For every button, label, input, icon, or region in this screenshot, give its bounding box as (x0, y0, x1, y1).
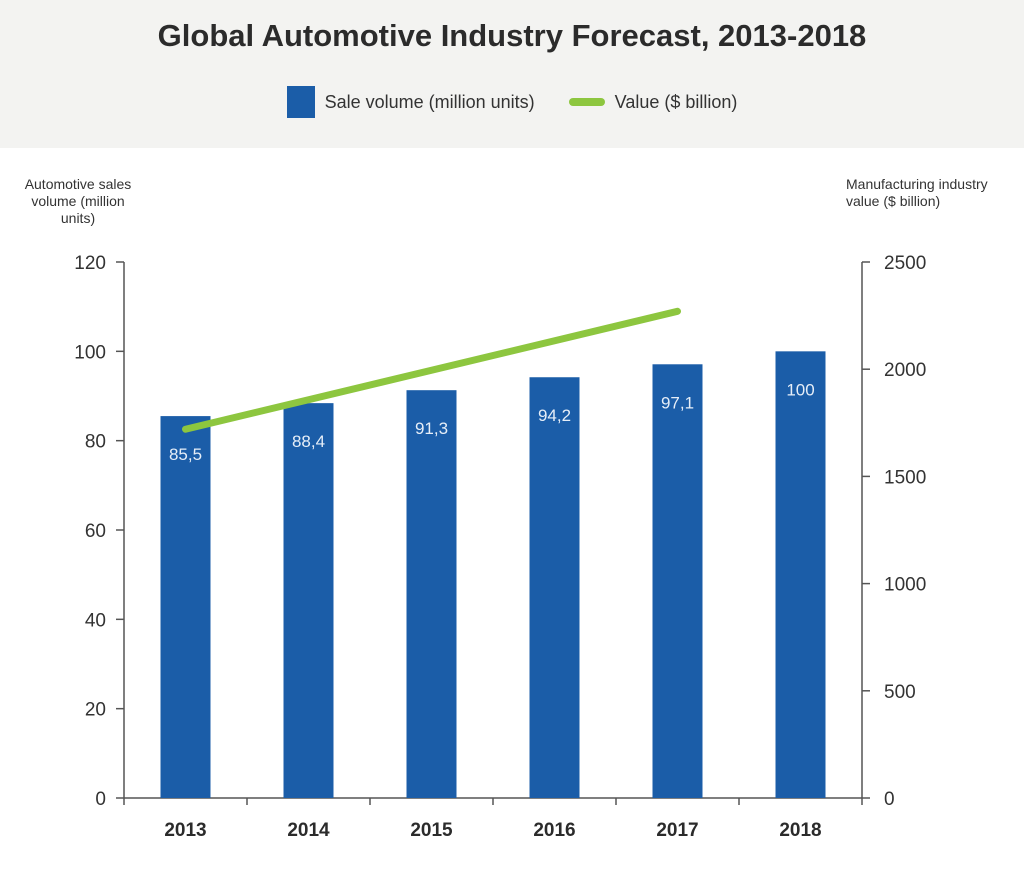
bar-data-label: 88,4 (292, 432, 325, 451)
right-axis-tick-label: 0 (884, 789, 895, 810)
bar-2017 (652, 364, 703, 798)
right-axis-tick-label: 2500 (884, 253, 926, 274)
bar-2016 (529, 377, 580, 798)
chart-title: Global Automotive Industry Forecast, 201… (157, 18, 867, 53)
bar-2014 (283, 403, 334, 798)
right-axis-tick-label: 2000 (884, 360, 926, 381)
legend-swatch-bar (286, 86, 315, 118)
legend-label-sale-volume: Sale volume (million units) (324, 91, 535, 112)
right-axis-tick-label: 1500 (884, 467, 926, 488)
value-line (182, 307, 681, 433)
bar-data-label: 91,3 (415, 419, 448, 438)
right-axis-tick-label: 500 (884, 682, 916, 703)
x-tick-label: 2017 (656, 820, 698, 841)
legend-swatch-line (568, 98, 605, 106)
x-tick-label: 2014 (287, 820, 330, 841)
legend-item-sale-volume: Sale volume (million units) (286, 86, 535, 118)
x-tick-label: 2016 (533, 820, 575, 841)
legend: Sale volume (million units) Value ($ bil… (0, 86, 1024, 118)
bar-2015 (406, 390, 457, 798)
header-band (0, 0, 1024, 148)
bar-2013 (160, 416, 211, 798)
left-axis-tick-label: 40 (85, 610, 106, 631)
left-axis-title: Automotive sales volume (million units) (24, 176, 132, 226)
left-axis-tick-label: 100 (74, 342, 106, 363)
bar-data-label: 97,1 (661, 393, 694, 412)
left-axis-tick-label: 120 (74, 253, 106, 274)
bar-data-label: 94,2 (538, 406, 571, 425)
legend-label-value: Value ($ billion) (614, 91, 738, 112)
x-tick-label: 2015 (410, 820, 453, 841)
bar-data-label: 85,5 (169, 445, 202, 464)
legend-item-value: Value ($ billion) (568, 91, 738, 113)
x-tick-label: 2013 (164, 820, 206, 841)
right-axis-tick-label: 1000 (884, 575, 926, 596)
left-axis-tick-label: 20 (85, 700, 106, 721)
bar-2018 (775, 351, 826, 798)
left-axis-tick-label: 80 (85, 432, 106, 453)
left-axis-tick-label: 0 (95, 789, 106, 810)
bar-data-label: 100 (786, 380, 814, 399)
right-axis-title: Manufacturing industry value ($ billion) (846, 176, 988, 209)
left-axis-tick-label: 60 (85, 521, 106, 542)
x-tick-label: 2018 (779, 820, 821, 841)
